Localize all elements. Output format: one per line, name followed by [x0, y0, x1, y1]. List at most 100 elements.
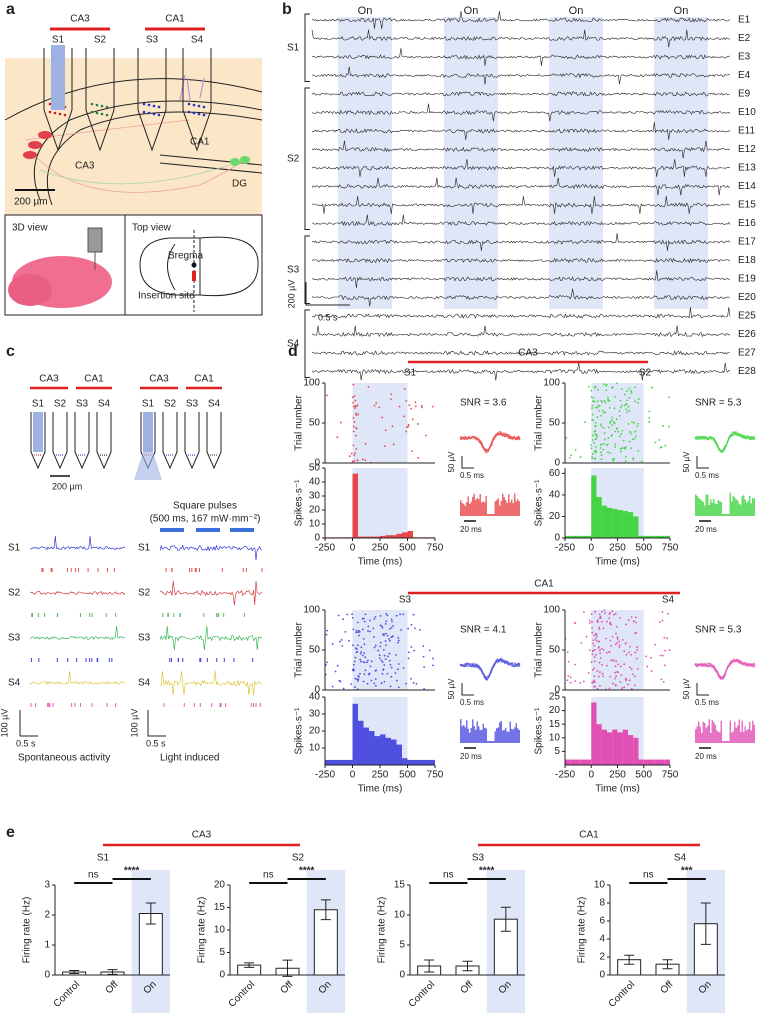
acg-bar	[719, 731, 721, 743]
psth-bar	[565, 535, 571, 538]
raster-dot	[626, 399, 628, 402]
raster-dot	[625, 408, 627, 411]
electrode-site	[192, 111, 196, 115]
acg-bar	[722, 741, 724, 743]
raster-dot	[614, 671, 617, 674]
psth-bar	[654, 759, 660, 765]
raster-dot	[593, 656, 596, 659]
acg-bar	[472, 496, 474, 516]
area-label: DG	[232, 179, 247, 190]
raster-dot	[621, 429, 624, 432]
psth-bar	[612, 729, 618, 765]
raster-dot	[654, 643, 657, 646]
raster-dot	[590, 661, 593, 664]
raster-dot	[596, 621, 599, 624]
raster-dot	[629, 645, 631, 648]
psth-bar	[396, 744, 402, 765]
raster-dot	[594, 457, 597, 460]
raster-dot	[366, 682, 369, 685]
raster-dot	[594, 446, 597, 448]
y-tick-label: 0	[554, 685, 560, 696]
raster-dot	[598, 405, 601, 408]
raster-dot	[412, 613, 415, 616]
acg-bar	[461, 503, 463, 516]
waveform	[459, 657, 521, 681]
raster-dot	[353, 405, 355, 408]
raster-dot	[384, 622, 387, 625]
acg-bar	[737, 725, 739, 743]
acg-bar	[512, 729, 514, 743]
scale-label: 100 µV	[129, 709, 139, 738]
raster-dot	[630, 668, 633, 670]
raster-dot	[423, 687, 425, 690]
raster-dot	[360, 650, 363, 653]
acg-bar	[478, 726, 480, 743]
trace	[311, 122, 731, 140]
raster-dot	[356, 459, 359, 462]
raster-dot	[419, 629, 421, 631]
acg-bar	[732, 495, 734, 516]
pulse-params: (500 ms, 167 mW·mm⁻²)	[150, 514, 261, 525]
raster-dot	[567, 660, 570, 663]
electrode-label: E20	[738, 292, 756, 303]
raster-dot	[370, 679, 373, 682]
trace	[311, 48, 731, 66]
acg-bar	[476, 721, 478, 743]
raster-dot	[378, 657, 381, 660]
shank-label: S1	[97, 853, 110, 864]
raster-dot	[599, 657, 602, 659]
y-tick-label: 100	[303, 605, 320, 616]
row-label: S4	[138, 678, 151, 689]
raster-dot	[602, 448, 605, 451]
raster-dot	[394, 672, 397, 674]
electrode-label: E16	[738, 218, 756, 229]
psth-bar	[385, 535, 391, 538]
electrode-site	[147, 111, 151, 115]
raster-dot	[374, 644, 377, 647]
pulse-label: Square pulses	[173, 501, 237, 512]
raster-dot	[385, 620, 388, 623]
electrode-site	[63, 113, 67, 117]
acg-bar	[750, 503, 752, 516]
acg-bar	[729, 492, 731, 516]
raster-dot	[625, 623, 628, 626]
raster-dot	[326, 394, 328, 397]
raster-dot	[662, 425, 664, 427]
raster-dot	[386, 672, 389, 675]
acg-bar	[509, 502, 511, 516]
acg-bar	[487, 514, 489, 516]
raster-dot	[632, 458, 635, 461]
shank-label: S4	[98, 399, 111, 410]
raster-dot	[590, 447, 593, 450]
raster-dot	[601, 610, 604, 613]
raster-dot	[619, 435, 621, 438]
psth-bar	[374, 736, 380, 765]
caption: Light induced	[160, 753, 220, 764]
raster-dot	[591, 413, 594, 416]
acg-bar	[497, 727, 499, 743]
sig-label: ***	[681, 866, 693, 877]
raster-dot	[373, 646, 376, 649]
raster-dot	[635, 435, 637, 438]
electrode-label: E25	[738, 311, 756, 322]
raster-dot	[623, 686, 626, 689]
error-bar	[107, 969, 118, 975]
psth-bar	[659, 759, 665, 765]
raster-dot	[629, 431, 631, 433]
acg-bar	[518, 501, 520, 516]
psth-bar	[580, 759, 586, 765]
raster-dot	[382, 669, 385, 671]
raster-dot	[594, 430, 597, 433]
acg-bar	[749, 721, 751, 743]
raster-dot	[352, 628, 355, 631]
raster-dot	[357, 413, 360, 416]
raster-dot	[392, 443, 395, 446]
raster-dot	[388, 627, 391, 630]
electrode-label: E11	[738, 126, 755, 137]
scale-label: 20 ms	[695, 525, 717, 534]
shank-label: S2	[94, 35, 107, 46]
y-axis-label: Trial number	[294, 394, 305, 450]
acg-bar	[752, 498, 754, 516]
psth-bar	[570, 535, 576, 538]
scale-bar	[696, 456, 709, 469]
